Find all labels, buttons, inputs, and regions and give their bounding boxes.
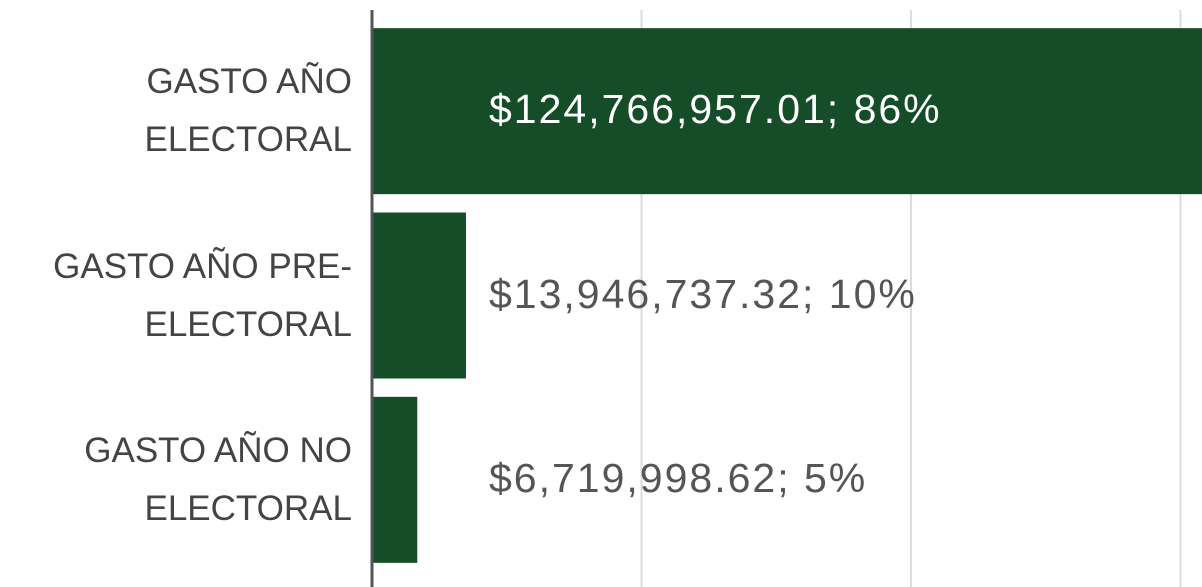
data-label: $6,719,998.62; 5%: [489, 454, 868, 501]
bar: [372, 212, 466, 379]
bar: [372, 28, 1202, 195]
y-tick-label: GASTO AÑO PRE-ELECTORAL: [53, 246, 352, 344]
y-tick-label: GASTO AÑO ELECTORAL: [144, 62, 353, 160]
y-tick-label: GASTO AÑO NO ELECTORAL: [84, 430, 352, 528]
data-label: $124,766,957.01; 86%: [489, 86, 942, 133]
bar: [372, 396, 418, 563]
data-label: $13,946,737.32; 10%: [489, 270, 917, 317]
